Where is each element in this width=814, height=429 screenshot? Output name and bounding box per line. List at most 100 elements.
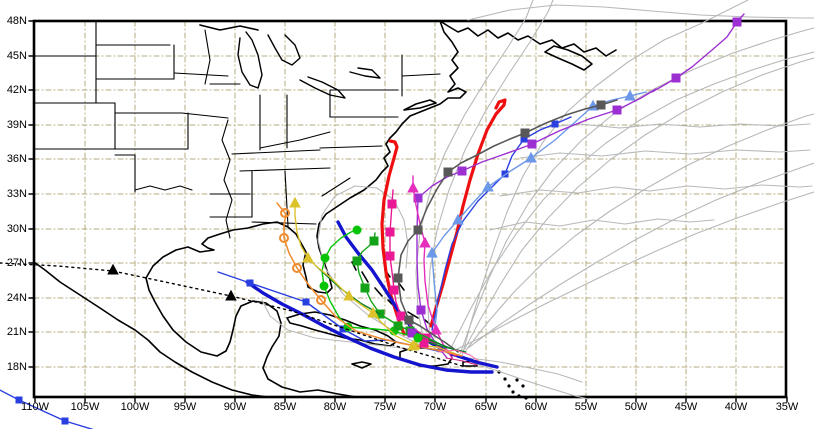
great-lake xyxy=(299,76,346,99)
small-island-dot xyxy=(503,377,507,381)
ensemble-track xyxy=(467,4,814,21)
island xyxy=(374,287,383,297)
square-marker xyxy=(671,73,681,83)
square-marker xyxy=(389,285,399,295)
circle-open-marker xyxy=(292,263,302,273)
coastline xyxy=(33,261,269,398)
square-small-marker xyxy=(302,298,310,306)
lon-label-85W: 85W xyxy=(273,401,297,413)
plot-frame xyxy=(28,19,788,403)
circle-open-marker xyxy=(316,295,326,305)
state-border xyxy=(401,73,441,77)
state-border xyxy=(181,112,229,119)
square-small-marker xyxy=(339,325,347,333)
ensemble-track xyxy=(465,113,814,351)
square-marker xyxy=(396,311,406,321)
track-line-blue-squares-atlantic xyxy=(431,116,572,331)
triangle-marker xyxy=(407,339,419,351)
lon-label-80W: 80W xyxy=(323,401,347,413)
circle-open-marker xyxy=(279,233,289,243)
coastline xyxy=(199,24,259,31)
great-lake xyxy=(349,67,381,79)
lat-label-42N: 42N xyxy=(6,84,27,96)
square-marker xyxy=(393,273,403,283)
track-line-blue-thick-west xyxy=(245,280,494,374)
state-border xyxy=(134,185,193,191)
lon-label-95W: 95W xyxy=(173,401,197,413)
ensemble-track xyxy=(489,218,715,231)
square-marker xyxy=(596,100,606,110)
track-line-magenta-triangles xyxy=(412,175,453,359)
state-border xyxy=(173,72,229,77)
triangle-marker xyxy=(107,263,119,275)
square-marker xyxy=(416,305,426,315)
ensemble-track xyxy=(317,185,421,346)
cluster-extra-markers xyxy=(393,321,429,351)
track-line-pink-thin-1 xyxy=(437,349,480,362)
square-marker xyxy=(421,333,431,343)
triangle-marker xyxy=(419,236,431,248)
square-marker xyxy=(387,199,397,209)
ensemble-track xyxy=(467,162,814,349)
lon-label-65W: 65W xyxy=(474,401,498,413)
square-small-marker xyxy=(246,279,254,287)
state-border xyxy=(321,177,351,197)
track-blue-thick-west xyxy=(245,280,494,374)
square-marker xyxy=(443,167,453,177)
grid-lines xyxy=(33,20,787,398)
ensemble-track xyxy=(451,51,814,347)
state-border xyxy=(239,167,331,172)
triangle-marker xyxy=(452,213,464,225)
lon-label-75W: 75W xyxy=(373,401,397,413)
state-border xyxy=(319,145,383,149)
square-marker xyxy=(385,227,395,237)
ensemble-track xyxy=(427,0,554,343)
ensemble-track xyxy=(469,357,583,383)
triangle-marker xyxy=(302,251,314,263)
square-marker xyxy=(527,139,537,149)
island xyxy=(361,271,369,283)
lat-label-39N: 39N xyxy=(6,119,27,131)
coastline xyxy=(439,20,617,57)
lon-label-50W: 50W xyxy=(624,401,648,413)
square-marker xyxy=(404,315,414,325)
state-border xyxy=(231,149,321,155)
small-island-dot xyxy=(515,378,519,382)
track-purple-squares xyxy=(413,13,745,359)
circle-marker xyxy=(319,281,329,291)
small-island-dot xyxy=(507,384,511,388)
square-small-marker xyxy=(61,417,69,425)
square-marker xyxy=(419,338,429,348)
triangle-marker xyxy=(407,181,419,193)
square-marker xyxy=(413,225,423,235)
triangle-marker xyxy=(525,151,537,163)
island xyxy=(286,311,397,347)
lon-label-35W: 35W xyxy=(775,401,799,413)
square-small-marker xyxy=(551,120,559,128)
circle-open-marker xyxy=(280,208,290,218)
square-marker xyxy=(457,166,467,176)
square-small-marker xyxy=(15,396,23,404)
ensemble-track xyxy=(459,27,814,355)
track-line-blue-squares-epac xyxy=(0,389,94,429)
triangle-marker xyxy=(343,289,355,301)
island xyxy=(351,361,372,369)
lat-label-30N: 30N xyxy=(6,223,27,235)
lat-label-24N: 24N xyxy=(6,292,27,304)
track-darkgreen-line-2 xyxy=(423,340,467,353)
lon-label-90W: 90W xyxy=(223,401,247,413)
lat-label-18N: 18N xyxy=(6,361,27,373)
great-lake xyxy=(267,34,301,66)
square-marker xyxy=(385,251,395,261)
track-darkgray-squares xyxy=(393,99,618,353)
track-magenta-triangles xyxy=(407,175,453,359)
lon-label-105W: 105W xyxy=(70,401,100,413)
lon-label-100W: 100W xyxy=(120,401,150,413)
great-lake xyxy=(237,31,263,89)
ensemble-track xyxy=(469,361,589,400)
ensemble-tracks xyxy=(261,0,814,400)
lon-label-40W: 40W xyxy=(724,401,748,413)
triangle-marker xyxy=(225,289,237,301)
